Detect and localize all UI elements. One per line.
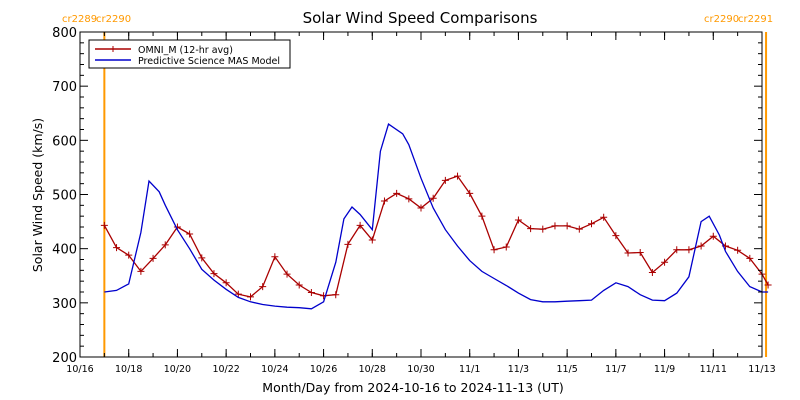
data-point-marker <box>734 246 742 254</box>
data-point-marker <box>113 244 121 252</box>
data-point-marker <box>612 232 620 240</box>
x-tick-label: 10/28 <box>359 364 386 375</box>
x-tick-label: 11/11 <box>700 364 727 375</box>
data-point-marker <box>186 230 194 238</box>
x-tick-label: 10/22 <box>212 364 239 375</box>
data-point-marker <box>417 204 425 212</box>
x-tick-label: 10/16 <box>66 364 93 375</box>
data-point-marker <box>551 222 559 230</box>
data-point-marker <box>575 225 583 233</box>
data-point-marker <box>125 251 133 259</box>
y-tick-label: 500 <box>52 189 77 204</box>
carrington-label: cr2291 <box>738 14 773 25</box>
x-tick-label: 11/7 <box>605 364 626 375</box>
data-point-marker <box>539 225 547 233</box>
x-tick-label: 11/5 <box>556 364 577 375</box>
data-point-marker <box>149 254 157 262</box>
data-point-marker <box>234 290 242 298</box>
data-point-marker <box>527 225 535 233</box>
data-point-marker <box>393 189 401 197</box>
data-point-marker <box>454 172 462 180</box>
data-point-marker <box>259 283 267 291</box>
data-point-marker <box>514 216 522 224</box>
data-point-marker <box>648 269 656 276</box>
data-point-marker <box>405 195 413 203</box>
y-tick-label: 300 <box>52 297 77 312</box>
data-point-marker <box>380 197 388 205</box>
data-point-marker <box>685 246 693 254</box>
legend-box <box>88 39 291 69</box>
data-point-marker <box>563 222 571 230</box>
data-point-marker <box>210 270 218 278</box>
data-point-marker <box>466 189 474 197</box>
x-tick-label: 11/1 <box>459 364 480 375</box>
data-point-marker <box>709 232 717 240</box>
y-tick-label: 600 <box>52 134 77 149</box>
x-axis-label: Month/Day from 2024-10-16 to 2024-11-13 … <box>262 380 563 395</box>
data-point-marker <box>600 213 608 221</box>
data-point-marker <box>344 240 352 248</box>
y-tick-label: 200 <box>52 351 77 366</box>
data-point-marker <box>283 270 291 278</box>
data-point-marker <box>588 220 595 228</box>
data-point-marker <box>307 289 315 297</box>
legend-entry: OMNI_M (12-hr avg) <box>138 45 233 56</box>
data-point-marker <box>746 254 754 262</box>
data-point-marker <box>161 241 169 249</box>
x-tick-label: 10/20 <box>164 364 191 375</box>
carrington-label: cr2290 <box>96 14 131 25</box>
data-point-marker <box>441 176 449 184</box>
data-point-marker <box>661 258 669 266</box>
data-point-marker <box>673 246 681 254</box>
data-point-marker <box>137 267 145 275</box>
legend-entry: Predictive Science MAS Model <box>138 56 280 67</box>
data-point-marker <box>198 254 206 262</box>
chart-title: Solar Wind Speed Comparisons <box>303 9 538 27</box>
data-point-marker <box>222 279 230 287</box>
legend: OMNI_M (12-hr avg)Predictive Science MAS… <box>88 39 291 69</box>
data-point-marker <box>368 236 376 244</box>
data-point-marker <box>636 248 644 256</box>
data-point-marker <box>271 253 279 261</box>
y-axis-label: Solar Wind Speed (km/s) <box>30 118 45 272</box>
x-axis: 10/16 10/18 10/20 10/22 10/24 10/26 10/28 10/30… <box>66 32 776 375</box>
data-point-marker <box>295 281 303 289</box>
y-axis: 200 300 400 500 600 700 800 <box>52 26 762 366</box>
carrington-label: cr2289 <box>62 14 97 25</box>
y-tick-label: 400 <box>52 243 77 258</box>
series-line-1 <box>104 123 769 310</box>
data-point-marker <box>356 221 364 229</box>
y-tick-label: 800 <box>52 26 77 41</box>
data-point-marker <box>624 249 632 257</box>
data-point-marker <box>764 281 772 289</box>
data-point-marker <box>490 246 498 254</box>
x-tick-label: 10/30 <box>407 364 434 375</box>
data-point-marker <box>697 242 705 250</box>
data-point-marker <box>429 194 437 202</box>
data-point-marker <box>502 243 510 251</box>
x-tick-label: 10/18 <box>115 364 142 375</box>
y-tick-label: 700 <box>52 80 77 95</box>
x-tick-label: 11/9 <box>654 364 675 375</box>
legend-marker <box>110 46 116 52</box>
data-point-marker <box>247 293 254 301</box>
x-tick-label: 10/26 <box>310 364 337 375</box>
data-point-marker <box>332 291 340 299</box>
data-point-marker <box>478 212 486 220</box>
data-point-marker <box>100 221 108 229</box>
series-line-0 <box>103 175 769 298</box>
series-lines <box>100 123 772 310</box>
x-tick-label: 10/24 <box>261 364 288 375</box>
x-tick-label: 11/13 <box>748 364 775 375</box>
carrington-label: cr2290 <box>704 14 739 25</box>
plot-frame <box>79 31 763 358</box>
x-tick-label: 11/3 <box>508 364 529 375</box>
